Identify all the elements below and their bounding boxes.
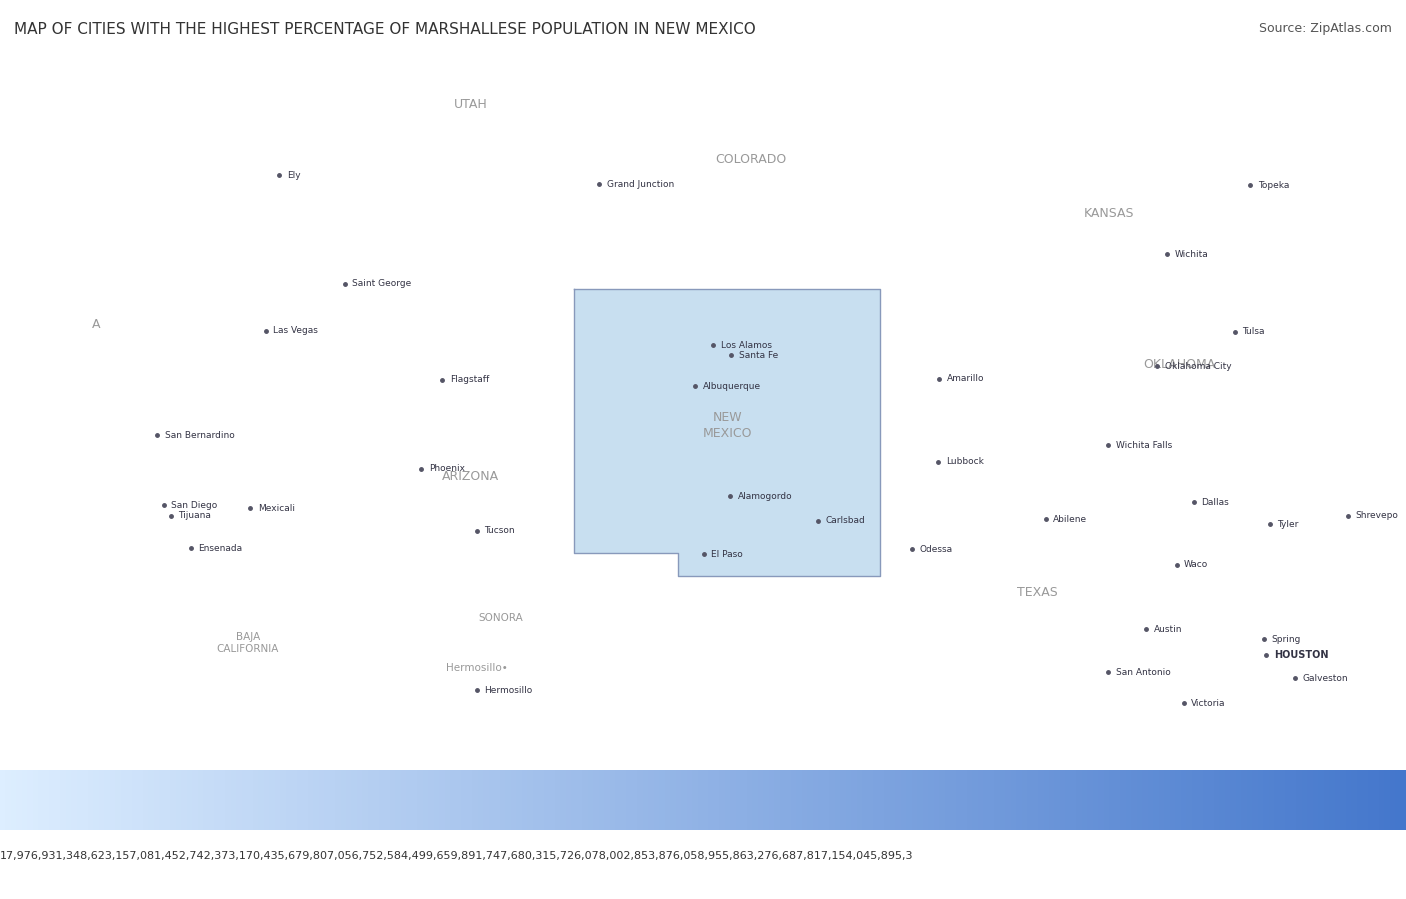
Text: Tucson: Tucson [485, 526, 515, 535]
Text: COLORADO: COLORADO [716, 154, 787, 166]
Text: Hermosillo•: Hermosillo• [446, 663, 508, 673]
Text: Grand Junction: Grand Junction [607, 180, 673, 189]
Text: Shrevepo: Shrevepo [1355, 511, 1399, 521]
Text: A: A [91, 318, 100, 331]
Text: San Bernardino: San Bernardino [165, 431, 235, 440]
Text: Hermosillo: Hermosillo [485, 686, 533, 695]
Text: San Antonio: San Antonio [1116, 668, 1171, 677]
Text: Albuquerque: Albuquerque [703, 381, 761, 390]
Text: Amarillo: Amarillo [946, 375, 984, 384]
Text: Carlsbad: Carlsbad [825, 516, 865, 525]
Text: Spring: Spring [1271, 635, 1301, 644]
Text: Alamogordo: Alamogordo [738, 492, 793, 501]
Polygon shape [574, 289, 880, 575]
Text: OKLAHOMA: OKLAHOMA [1143, 359, 1215, 371]
Text: Tijuana: Tijuana [179, 511, 211, 521]
Text: El Paso: El Paso [711, 549, 742, 558]
Text: Wichita: Wichita [1174, 250, 1208, 259]
Text: Mexicali: Mexicali [257, 504, 295, 513]
Text: BAJA
CALIFORNIA: BAJA CALIFORNIA [217, 632, 278, 654]
Text: Tulsa: Tulsa [1243, 327, 1265, 336]
Text: Los Alamos: Los Alamos [721, 341, 772, 350]
Text: Ensenada: Ensenada [198, 544, 243, 553]
Text: Wichita Falls: Wichita Falls [1116, 441, 1173, 450]
Text: Las Vegas: Las Vegas [274, 326, 318, 335]
Text: NEW
MEXICO: NEW MEXICO [703, 411, 752, 440]
Text: Lubbock: Lubbock [946, 458, 984, 467]
Text: Santa Fe: Santa Fe [740, 351, 778, 360]
Text: Ely: Ely [287, 171, 301, 180]
Text: Oklahoma City: Oklahoma City [1166, 361, 1232, 370]
Text: Flagstaff: Flagstaff [450, 376, 489, 385]
Text: Abilene: Abilene [1053, 514, 1087, 523]
Text: Dallas: Dallas [1201, 498, 1229, 507]
Text: Waco: Waco [1184, 560, 1208, 569]
Text: Galveston: Galveston [1302, 674, 1348, 683]
Text: ARIZONA: ARIZONA [443, 469, 499, 483]
Text: Source: ZipAtlas.com: Source: ZipAtlas.com [1258, 22, 1392, 35]
Text: SONORA: SONORA [478, 613, 523, 623]
Text: San Diego: San Diego [172, 501, 218, 510]
Text: UTAH: UTAH [454, 98, 488, 111]
Text: TEXAS: TEXAS [1017, 586, 1057, 599]
Text: Saint George: Saint George [353, 280, 412, 289]
Text: Topeka: Topeka [1258, 181, 1289, 190]
Text: Tyler: Tyler [1277, 520, 1299, 529]
Text: MAP OF CITIES WITH THE HIGHEST PERCENTAGE OF MARSHALLESE POPULATION IN NEW MEXIC: MAP OF CITIES WITH THE HIGHEST PERCENTAG… [14, 22, 756, 38]
Text: KANSAS: KANSAS [1084, 207, 1135, 219]
Text: HOUSTON: HOUSTON [1274, 650, 1329, 660]
Text: Phoenix: Phoenix [429, 464, 465, 473]
Text: 17,976,931,348,623,157,081,452,742,373,170,435,679,807,056,752,584,499,659,891,7: 17,976,931,348,623,157,081,452,742,373,1… [0, 850, 914, 860]
Text: Victoria: Victoria [1191, 699, 1226, 708]
Text: Austin: Austin [1154, 625, 1182, 634]
Text: Odessa: Odessa [920, 545, 953, 554]
